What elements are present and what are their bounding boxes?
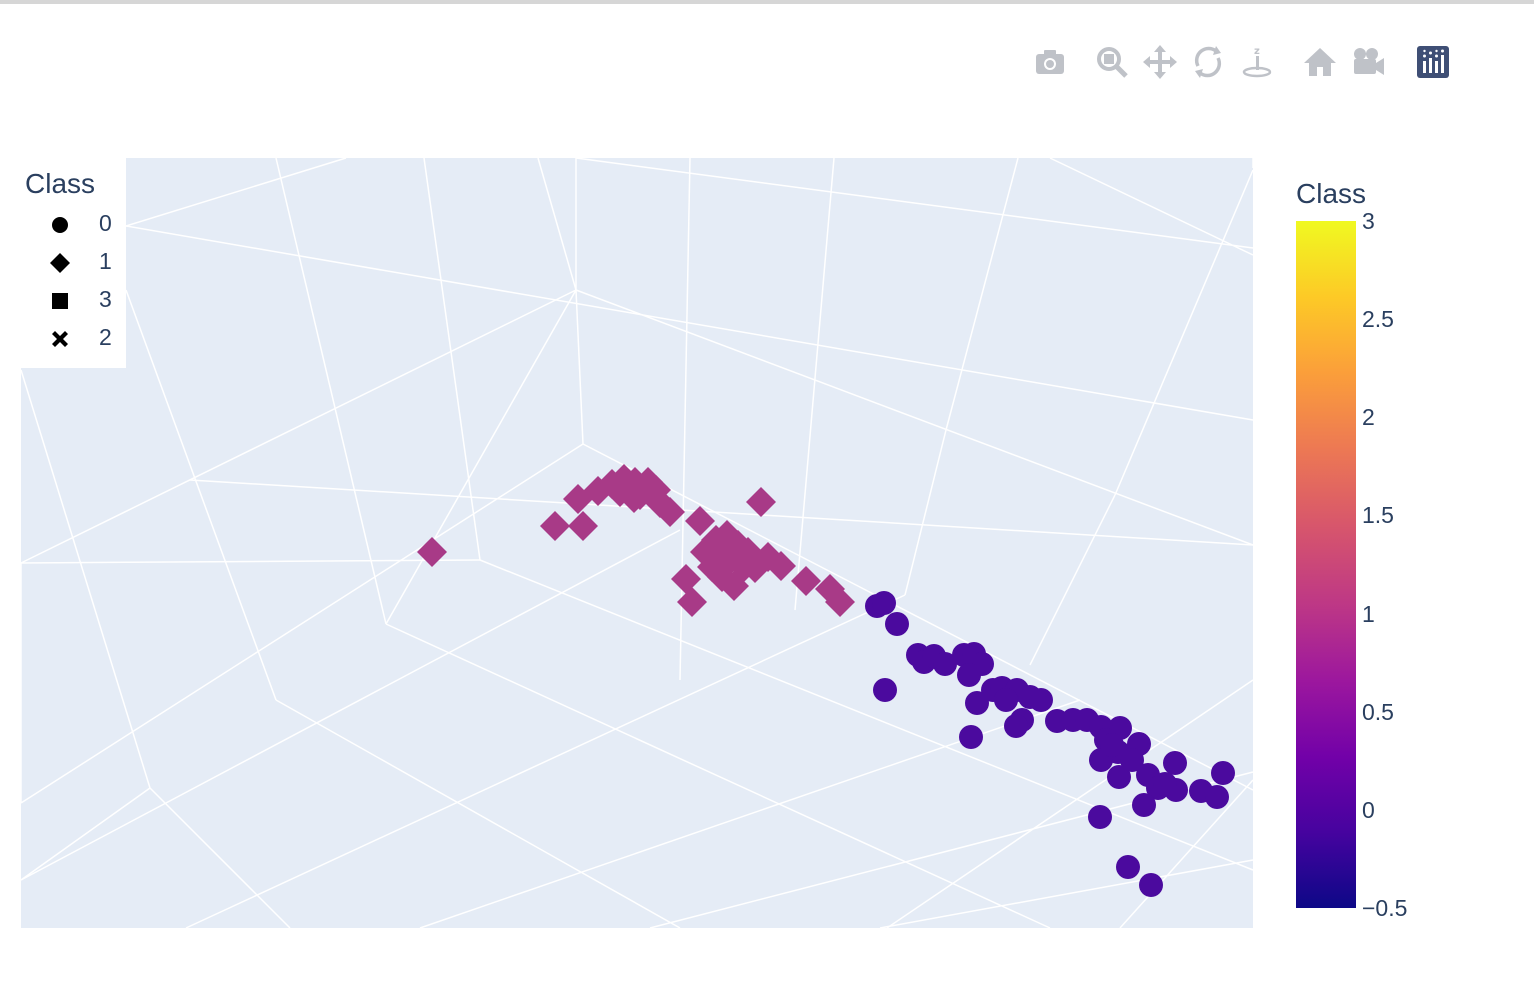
camera-icon[interactable] [1030,40,1070,84]
data-point-class-0[interactable] [1100,733,1124,757]
data-point-class-0[interactable] [1153,772,1177,796]
home-icon[interactable] [1300,40,1340,84]
data-point-class-1[interactable] [671,564,701,594]
colorbar-tick-label: 0.5 [1362,698,1394,725]
data-point-class-1[interactable] [655,497,685,527]
data-point-class-1[interactable] [825,587,855,617]
data-point-class-1[interactable] [605,477,635,507]
data-point-class-1[interactable] [417,537,447,567]
legend-item-label: 1 [99,248,112,274]
colorbar [1296,221,1356,908]
data-point-class-0[interactable] [1029,688,1053,712]
data-point-class-1[interactable] [690,537,720,567]
legend-item-0[interactable]: 0 [21,206,126,242]
legend-item-3[interactable]: 3 [21,282,126,318]
data-point-class-0[interactable] [1120,748,1144,772]
data-point-class-1[interactable] [568,511,598,541]
data-point-class-0[interactable] [873,678,897,702]
data-point-class-0[interactable] [1116,855,1140,879]
data-point-class-1[interactable] [715,545,745,575]
colorbar-tick-label: 0 [1362,796,1375,823]
data-point-class-0[interactable] [1211,761,1235,785]
colorbar-title: Class [1296,178,1367,209]
data-point-class-1[interactable] [766,551,796,581]
data-point-class-1[interactable] [791,566,821,596]
colorbar-tick-label: 3 [1362,208,1375,234]
data-point-class-0[interactable] [1004,714,1028,738]
data-point-class-0[interactable] [1139,873,1163,897]
legend-item-label: 2 [99,324,112,350]
data-point-class-0[interactable] [872,591,896,615]
data-point-class-1[interactable] [540,511,570,541]
data-point-class-1[interactable] [625,480,655,510]
data-point-class-0[interactable] [959,725,983,749]
scene-gridlines [20,157,1254,929]
colorbar-tick-label: 1.5 [1362,502,1394,529]
plotly-logo-icon[interactable] [1413,40,1453,84]
orbit-icon[interactable] [1188,40,1228,84]
camera-view-icon[interactable] [1348,40,1388,84]
legend-item-2[interactable]: 2 [21,320,126,356]
data-point-class-1[interactable] [719,571,749,601]
legend-item-1[interactable]: 1 [21,244,126,280]
data-point-class-0[interactable] [885,612,909,636]
svg-text:z: z [1254,46,1260,57]
pan-icon[interactable] [1140,40,1180,84]
data-point-class-0[interactable] [957,663,981,687]
data-point-class-1[interactable] [740,553,770,583]
data-point-class-0[interactable] [1132,793,1156,817]
diamond-icon [50,253,70,273]
legend: Class 0 1 3 2 [21,158,126,368]
scene-background [21,158,1253,928]
data-point-class-0[interactable] [994,688,1018,712]
data-point-class-0[interactable] [1088,805,1112,829]
x-icon [52,331,68,347]
data-point-class-0[interactable] [1107,765,1131,789]
legend-item-label: 3 [99,286,112,312]
data-point-class-0[interactable] [933,652,957,676]
data-point-class-1[interactable] [685,506,715,536]
turntable-icon[interactable]: z [1237,40,1277,84]
zoom-icon[interactable] [1092,40,1132,84]
scatter-points [417,464,1235,897]
legend-title: Class [25,168,96,199]
legend-item-label: 0 [99,210,112,236]
square-icon [52,293,68,309]
circle-icon [52,217,68,233]
colorbar-tick-label: 2 [1362,404,1375,431]
data-point-class-1[interactable] [746,487,776,517]
colorbar-tick-label: 2.5 [1362,306,1394,333]
colorbar-tick-label: 1 [1362,600,1375,627]
window-top-border [0,0,1534,4]
data-point-class-0[interactable] [965,691,989,715]
data-point-class-0[interactable] [1205,785,1229,809]
modebar: z [1028,40,1458,84]
data-point-class-1[interactable] [677,587,707,617]
colorbar-tick-label: −0.5 [1362,895,1408,921]
data-point-class-0[interactable] [1163,751,1187,775]
